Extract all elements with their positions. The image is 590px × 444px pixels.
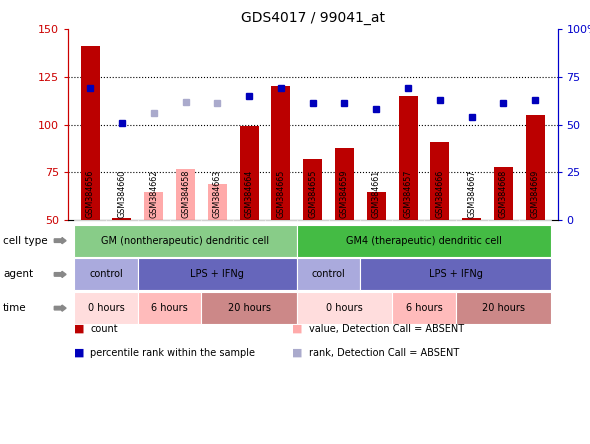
Text: GSM384663: GSM384663: [213, 170, 222, 218]
Bar: [208, 184, 227, 220]
Bar: [494, 166, 513, 220]
Text: 6 hours: 6 hours: [151, 303, 188, 313]
Text: GSM384664: GSM384664: [245, 170, 254, 218]
Bar: [367, 191, 386, 220]
Text: GSM384658: GSM384658: [181, 170, 190, 218]
Bar: [430, 142, 450, 220]
Text: 0 hours: 0 hours: [326, 303, 363, 313]
Bar: [144, 191, 163, 220]
Text: 20 hours: 20 hours: [228, 303, 271, 313]
Bar: [303, 159, 322, 220]
Text: GSM384667: GSM384667: [467, 170, 476, 218]
Bar: [112, 218, 132, 220]
Text: ■: ■: [292, 324, 303, 333]
Text: 20 hours: 20 hours: [482, 303, 525, 313]
Text: GM (nontherapeutic) dendritic cell: GM (nontherapeutic) dendritic cell: [101, 236, 270, 246]
Bar: [176, 169, 195, 220]
Bar: [335, 147, 354, 220]
Text: rank, Detection Call = ABSENT: rank, Detection Call = ABSENT: [309, 348, 459, 358]
Text: cell type: cell type: [3, 236, 48, 246]
Text: ■: ■: [74, 348, 84, 358]
Text: GSM384669: GSM384669: [531, 170, 540, 218]
Text: GSM384660: GSM384660: [117, 170, 126, 218]
Text: GSM384661: GSM384661: [372, 170, 381, 218]
Bar: [526, 115, 545, 220]
Text: GSM384656: GSM384656: [86, 170, 94, 218]
Bar: [271, 86, 290, 220]
Text: GSM384662: GSM384662: [149, 170, 158, 218]
Text: LPS + IFNg: LPS + IFNg: [191, 270, 244, 279]
Text: time: time: [3, 303, 27, 313]
Text: 0 hours: 0 hours: [88, 303, 124, 313]
Text: GSM384657: GSM384657: [404, 170, 412, 218]
Bar: [240, 127, 258, 220]
Text: count: count: [90, 324, 118, 333]
Text: GSM384666: GSM384666: [435, 170, 444, 218]
Text: control: control: [89, 270, 123, 279]
Text: percentile rank within the sample: percentile rank within the sample: [90, 348, 255, 358]
Title: GDS4017 / 99041_at: GDS4017 / 99041_at: [241, 11, 385, 25]
Text: GSM384668: GSM384668: [499, 170, 508, 218]
Text: GM4 (therapeutic) dendritic cell: GM4 (therapeutic) dendritic cell: [346, 236, 502, 246]
Text: value, Detection Call = ABSENT: value, Detection Call = ABSENT: [309, 324, 464, 333]
Text: agent: agent: [3, 270, 33, 279]
Text: GSM384665: GSM384665: [276, 170, 286, 218]
Text: ■: ■: [74, 324, 84, 333]
Text: ■: ■: [292, 348, 303, 358]
Bar: [399, 96, 418, 220]
Bar: [462, 218, 481, 220]
Text: GSM384659: GSM384659: [340, 170, 349, 218]
Text: GSM384655: GSM384655: [308, 170, 317, 218]
Text: 6 hours: 6 hours: [405, 303, 442, 313]
Text: control: control: [312, 270, 346, 279]
Text: LPS + IFNg: LPS + IFNg: [429, 270, 483, 279]
Bar: [81, 46, 100, 220]
